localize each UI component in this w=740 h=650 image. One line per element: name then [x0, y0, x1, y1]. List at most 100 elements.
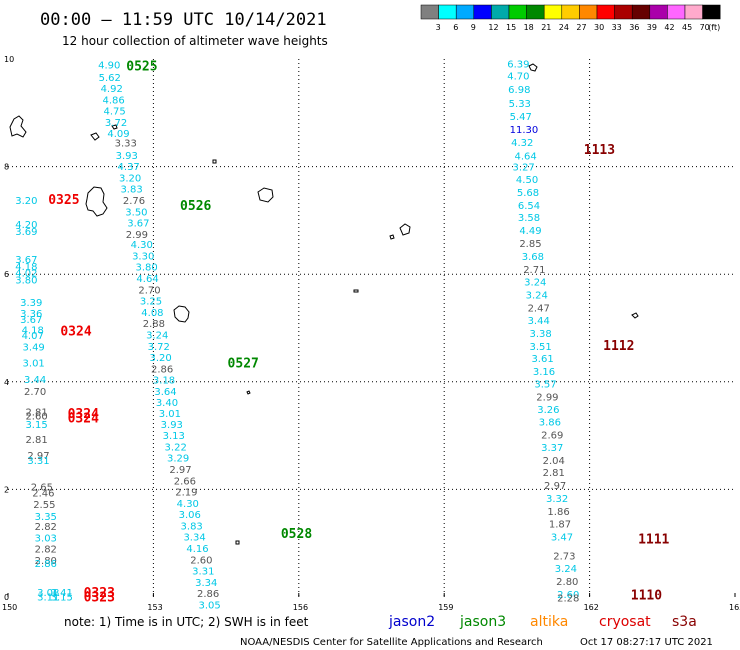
data-point-label: 3.51 [530, 342, 552, 353]
data-point-label: 2.70 [24, 387, 46, 398]
data-point-label: 2.70 [138, 285, 160, 296]
colorbar-label: 27 [576, 23, 586, 32]
pass-label: 0526 [180, 199, 211, 214]
data-point-label: 4.07 [22, 331, 44, 342]
data-point-label: 3.24 [555, 564, 577, 575]
data-point-label: 3.67 [20, 315, 42, 326]
satellite-legend-item: jason2 [388, 614, 435, 630]
colorbar-swatch [420, 4, 439, 20]
data-point-label: 2.80 [556, 577, 578, 588]
data-point-label: 3.69 [15, 227, 37, 238]
chart-subtitle: 12 hour collection of altimeter wave hei… [62, 34, 328, 48]
data-point-label: 4.32 [511, 138, 533, 149]
data-point-label: 2.60 [557, 590, 579, 601]
colorbar-label: 39 [647, 23, 657, 32]
colorbar-label: 6 [453, 23, 458, 32]
data-point-label: 2.82 [35, 522, 57, 533]
data-point-label: 3.44 [24, 375, 46, 386]
data-point-label: 2.97 [544, 481, 566, 492]
y-tick-label: 4 [4, 378, 9, 387]
y-tick-label: 10 [4, 55, 14, 64]
pass-label: 1110 [631, 588, 662, 603]
data-point-label: 2.46 [32, 489, 54, 500]
colorbar-label: 3 [436, 23, 441, 32]
data-point-label: 3.20 [15, 196, 37, 207]
data-point-label: 3.49 [23, 342, 45, 353]
colorbar-swatch [579, 4, 598, 20]
coastline-island [246, 390, 251, 395]
y-tick-label: 6 [4, 270, 9, 279]
data-point-label: 6.98 [508, 85, 530, 96]
pass-label: 0324 [60, 325, 91, 340]
data-point-label: 5.33 [509, 99, 531, 110]
colorbar-swatch [455, 4, 475, 20]
data-point-label: 4.18 [15, 262, 37, 273]
coastline-island [235, 540, 240, 545]
data-point-label: 3.83 [120, 185, 142, 196]
data-point-label: 4.30 [131, 240, 153, 251]
footer-note: note: 1) Time is in UTC; 2) SWH is in fe… [64, 615, 309, 629]
data-point-label: 3.57 [534, 379, 556, 390]
coastline-island [528, 63, 538, 72]
colorbar-unit: (ft) [708, 23, 720, 32]
data-point-label: 3.34 [195, 578, 217, 589]
coastline-island [90, 132, 100, 141]
data-point-label: 3.20 [119, 173, 141, 184]
data-point-label: 3.39 [20, 298, 42, 309]
colorbar-swatch [543, 4, 563, 20]
pass-label: 0323 [84, 586, 115, 601]
data-point-label: 3.24 [524, 278, 546, 289]
colorbar-swatch [596, 4, 615, 20]
data-point-label: 3.16 [533, 367, 555, 378]
data-point-label: 2.60 [25, 412, 47, 423]
pass-label: 0527 [228, 356, 259, 371]
colorbar-label: 45 [682, 23, 692, 32]
footer-timestamp: Oct 17 08:27:17 UTC 2021 [580, 637, 713, 648]
pass-label: 1111 [638, 532, 669, 547]
data-point-label: 4.09 [107, 129, 129, 140]
data-point-label: 3.36 [20, 309, 42, 320]
data-point-label: 3.80 [15, 276, 37, 287]
data-point-label: 3.22 [165, 442, 187, 453]
data-point-label: 2.47 [528, 304, 550, 315]
colorbar-swatch [649, 4, 668, 20]
pass-label: 0528 [281, 527, 312, 542]
satellite-legend-item: jason3 [459, 614, 506, 630]
coastline-island [9, 115, 27, 138]
pass-label: 0325 [48, 193, 79, 208]
data-point-label: 3.33 [115, 138, 137, 149]
data-point-label: 2.81 [543, 468, 565, 479]
data-point-label: 4.92 [101, 84, 123, 95]
data-point-label: 3.68 [522, 252, 544, 263]
pass-label: 0323 [84, 590, 115, 605]
coastline-island [173, 305, 190, 323]
data-point-label: 3.80 [135, 263, 157, 274]
colorbar-label: 42 [664, 23, 674, 32]
data-point-label: 3.34 [183, 533, 205, 544]
satellite-legend: jason2 jason3 altika cryosat s3a [388, 614, 697, 630]
data-point-label: 4.50 [516, 175, 538, 186]
x-tick-label: 156 [293, 603, 308, 612]
data-point-label: 4.30 [177, 499, 199, 510]
data-point-label: 2.99 [536, 392, 558, 403]
chart-title: 00:00 – 11:59 UTC 10/14/2021 [40, 10, 327, 30]
footer-credit: NOAA/NESDIS Center for Satellite Applica… [240, 637, 543, 648]
data-point-label: 3.67 [127, 219, 149, 230]
data-point-label: 4.64 [136, 274, 158, 285]
colorbar-swatch [667, 4, 686, 20]
plot-area: 4.905.624.924.864.753.724.093.333.934.37… [2, 55, 740, 612]
x-tick-label: 153 [147, 603, 162, 612]
data-point-label: 2.19 [175, 488, 197, 499]
x-tick-label: 159 [438, 603, 453, 612]
data-point-label: 5.62 [99, 73, 121, 84]
data-point-label: 4.18 [22, 326, 44, 337]
data-point-label: 3.18 [153, 376, 175, 387]
data-point-label: 4.49 [519, 226, 541, 237]
data-point-label: 1.86 [547, 507, 569, 518]
data-point-label: 3.15 [51, 592, 73, 603]
colorbar-swatch [473, 4, 492, 20]
colorbar-swatch [508, 4, 527, 20]
pass-label: 1113 [584, 143, 615, 158]
